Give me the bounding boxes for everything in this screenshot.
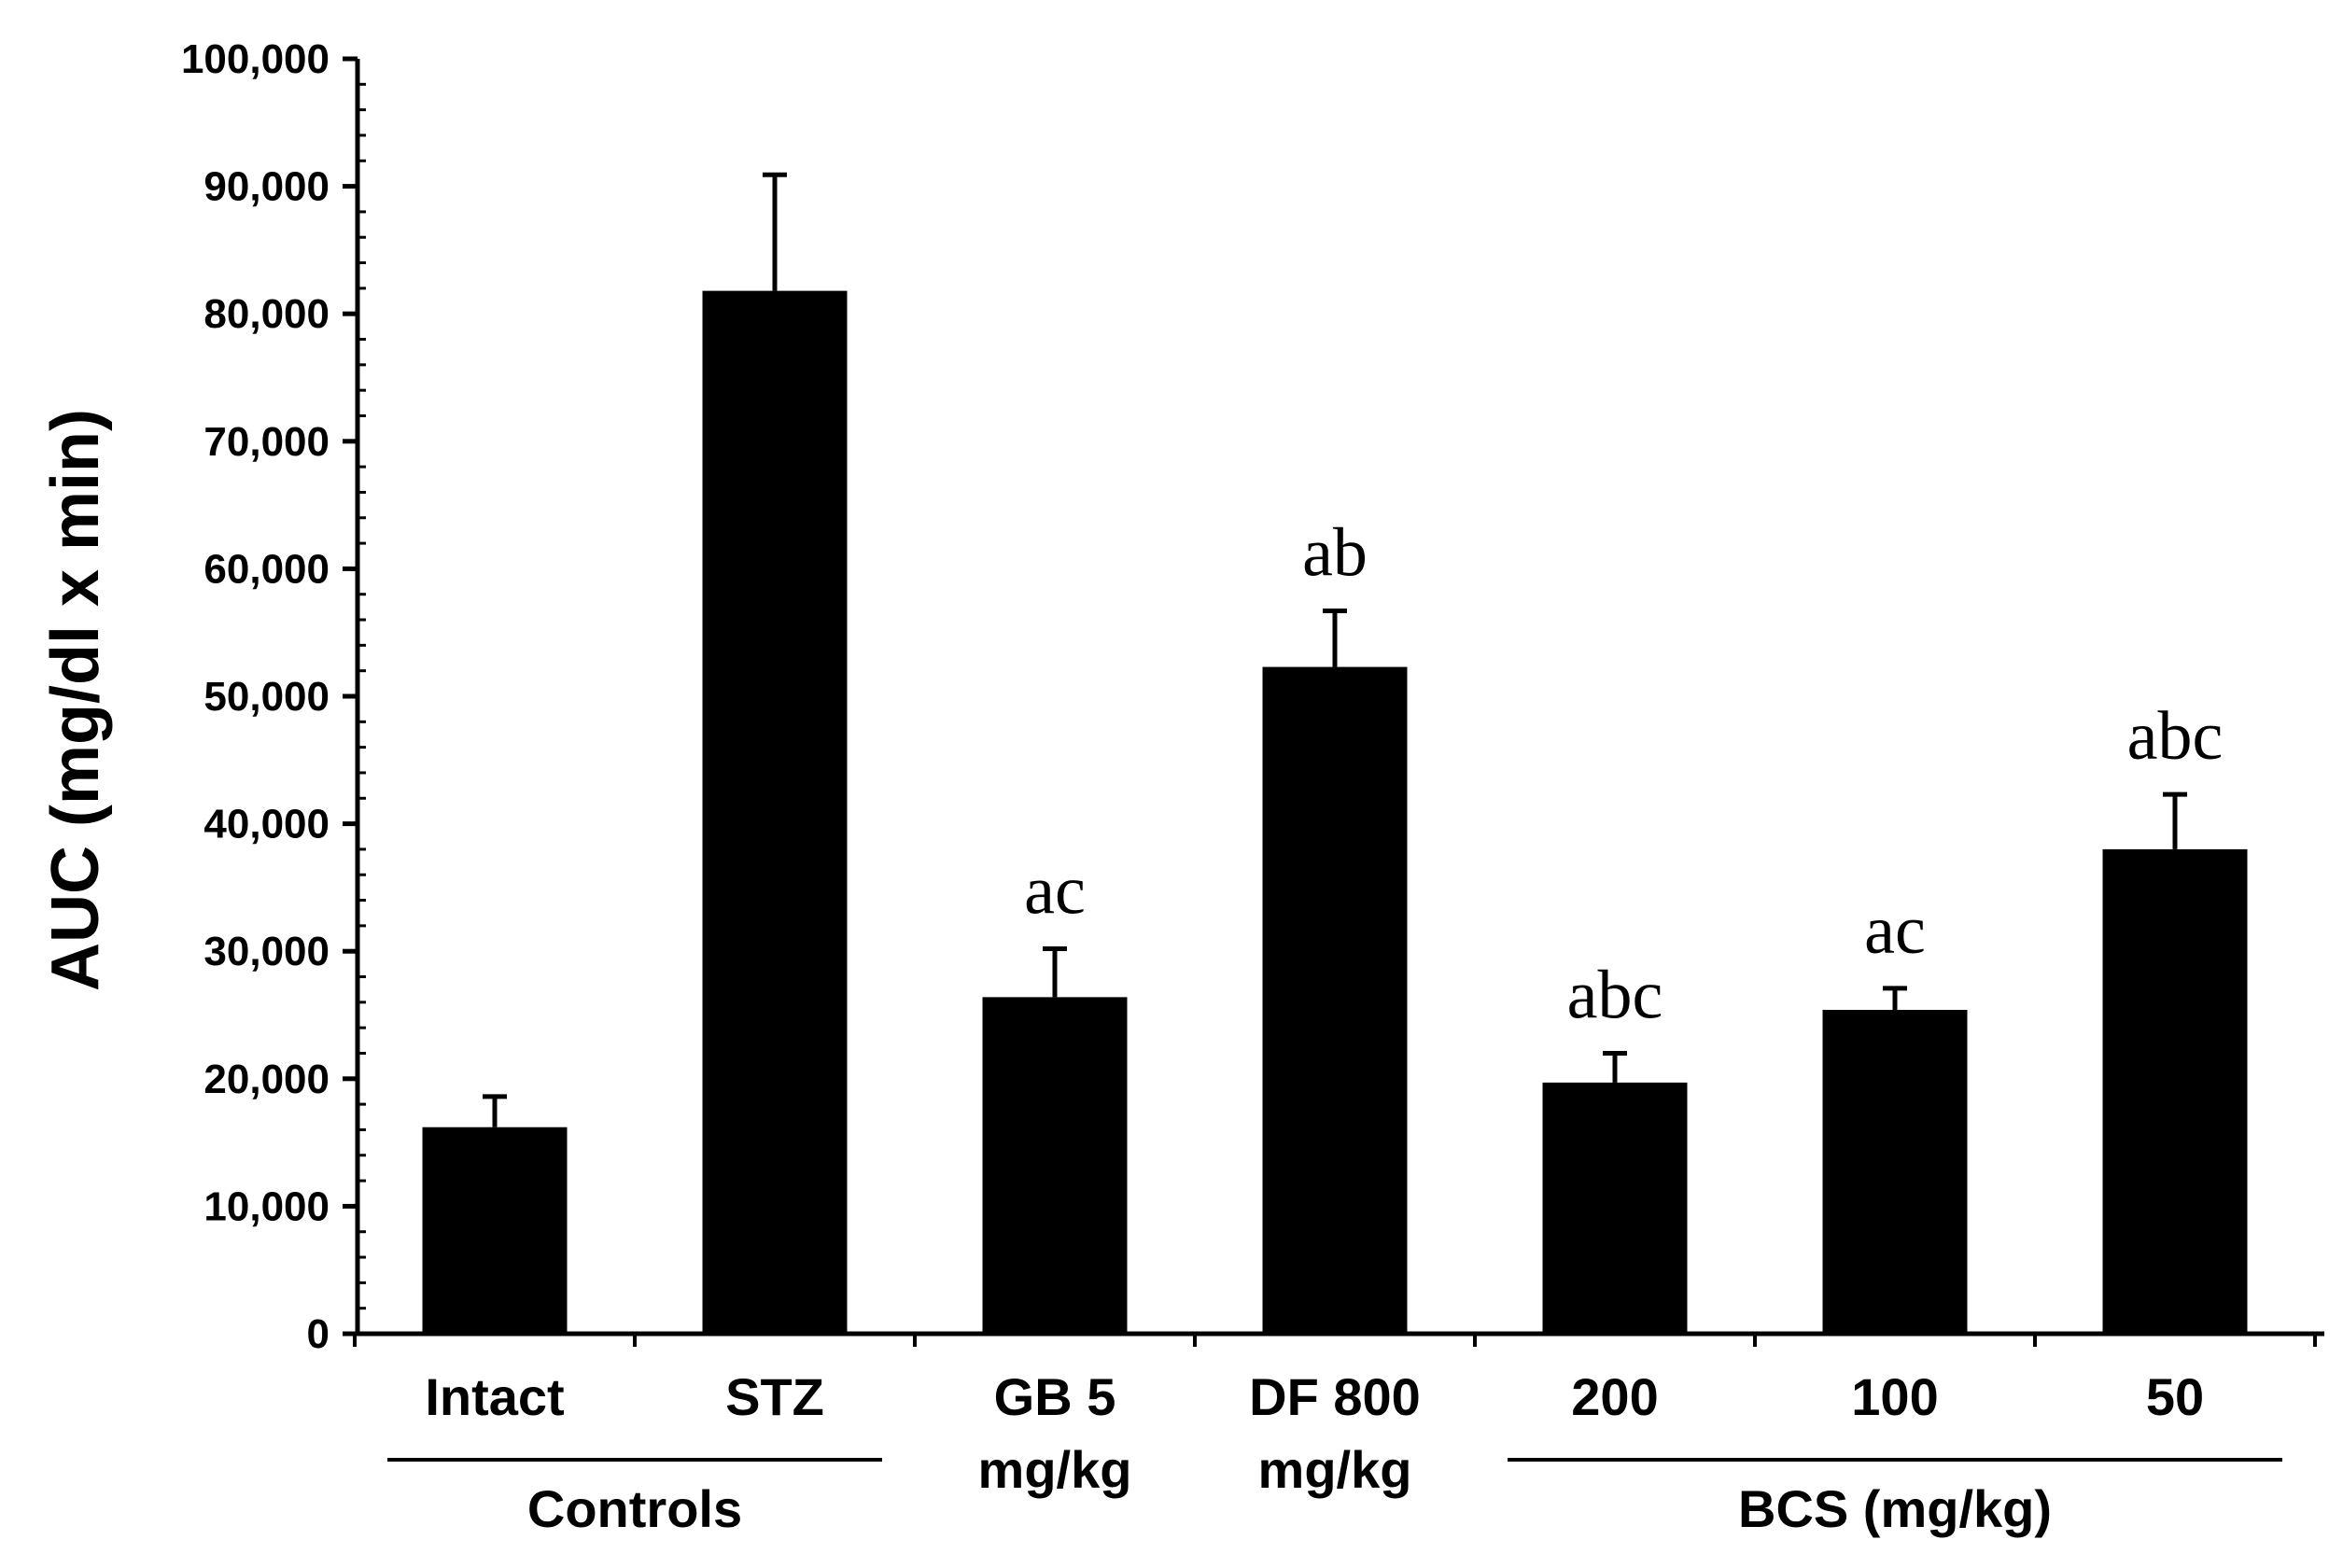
y-tick-label: 80,000	[203, 291, 330, 337]
group-label: Controls	[527, 1479, 742, 1538]
category-labels: Intact STZ GB 5 mg/kg DF 800 mg/kg 200 100 50	[425, 1367, 2204, 1499]
y-tick-label: 100,000	[181, 36, 330, 82]
group-label: BCS (mg/kg)	[1738, 1479, 2052, 1538]
y-tick-label: 10,000	[203, 1183, 330, 1229]
category-label: STZ	[725, 1367, 824, 1426]
group-brackets: Controls BCS (mg/kg)	[387, 1458, 2282, 1538]
y-tick-label: 50,000	[203, 674, 330, 720]
category-label: DF 800	[1249, 1367, 1421, 1426]
significance-label: ac	[1864, 892, 1926, 969]
y-tick-label: 20,000	[203, 1057, 330, 1102]
category-label: 50	[2146, 1367, 2204, 1426]
significance-label: ac	[1024, 852, 1086, 929]
x-axis	[343, 1331, 2324, 1347]
bar	[2102, 848, 2248, 1334]
category-label: 200	[1571, 1367, 1658, 1426]
bars: ac ab abc ac abc	[422, 172, 2248, 1334]
y-tick-label: 40,000	[203, 802, 330, 847]
category-label: mg/kg	[1258, 1440, 1412, 1499]
category-label: Intact	[425, 1367, 564, 1426]
y-tick-label: 90,000	[203, 164, 330, 210]
bar	[1542, 1082, 1688, 1334]
significance-label: ab	[1302, 514, 1368, 591]
y-axis: 0 10,000 20,000 30,000 40,000 50,000 60,000 70,…	[181, 36, 366, 1357]
y-tick-label: 30,000	[203, 929, 330, 974]
y-axis-title: AUC (mg/dl x min)	[38, 409, 113, 991]
y-tick-label: 0	[307, 1311, 330, 1357]
bar	[1262, 666, 1408, 1334]
y-tick-label: 60,000	[203, 546, 330, 592]
category-label: mg/kg	[978, 1440, 1132, 1499]
bar	[422, 1127, 568, 1334]
y-tick-label: 70,000	[203, 419, 330, 465]
category-label: 100	[1851, 1367, 1938, 1426]
bar	[702, 290, 848, 1334]
category-label: GB 5	[994, 1367, 1116, 1426]
significance-label: abc	[1567, 957, 1663, 1033]
significance-label: abc	[2127, 698, 2224, 775]
bar	[982, 997, 1128, 1334]
bar	[1822, 1010, 1968, 1334]
